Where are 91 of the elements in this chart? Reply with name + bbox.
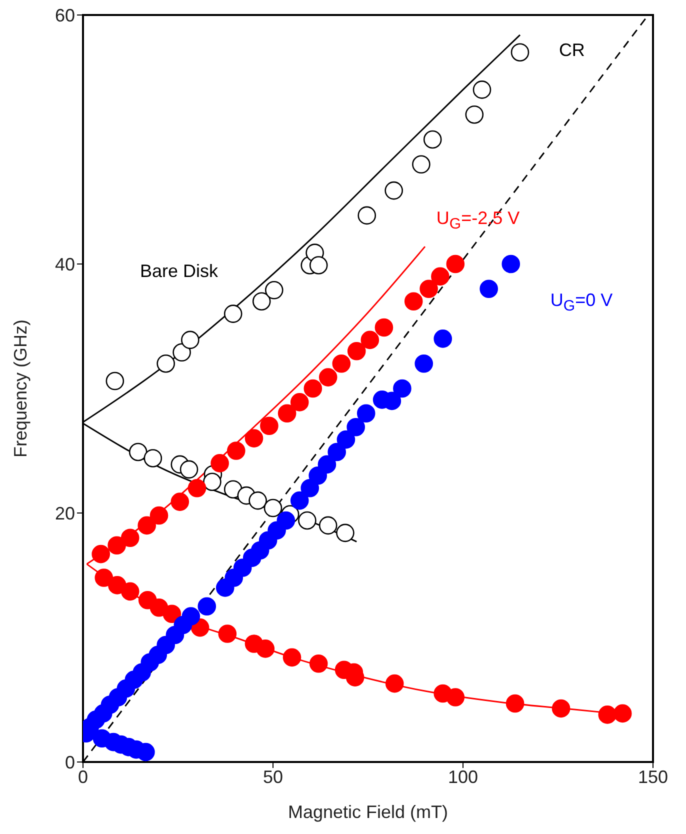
point [120,528,140,548]
x-tick-label: 150 [638,766,668,787]
point [94,568,114,587]
point [120,582,140,601]
point [128,442,148,462]
point [446,254,465,274]
point [346,418,365,436]
point [434,330,452,348]
point [374,318,394,337]
point [256,640,275,658]
point [181,330,200,350]
point [304,379,322,398]
point [446,688,465,706]
x-tick-label: 50 [262,766,284,787]
point [598,706,617,724]
x-tick-label: 100 [448,766,478,787]
point [224,480,242,498]
point [264,280,284,300]
point [172,343,191,362]
x-axis-title: Magnetic Field (mT) [288,802,448,822]
point [203,472,222,492]
point [170,492,190,511]
point [552,699,570,718]
point [290,393,309,412]
point [144,449,162,468]
point [412,155,430,174]
point [136,742,155,762]
point [613,704,632,723]
x-tick-label: 0 [78,766,88,787]
point [264,498,282,518]
point [226,442,246,460]
point [336,524,354,542]
point [356,404,376,423]
point [218,624,237,643]
point [347,342,366,360]
point [393,379,412,398]
y-axis-title: Frequency (GHz) [10,319,30,458]
point [210,454,229,472]
point [252,292,271,310]
point [420,280,438,298]
text: U$_{G}$=0 V [550,290,613,315]
point [260,416,278,435]
point [244,429,264,448]
point [431,267,450,286]
point [224,304,242,323]
point [309,256,328,274]
point [278,404,296,423]
series-label: Bare Disk [140,260,218,280]
point [182,607,200,626]
point [465,105,484,124]
point [360,330,380,350]
point [138,516,156,535]
point [108,536,126,555]
point [332,354,351,373]
y-tick-label: 0 [64,752,75,772]
point [106,372,124,390]
point [336,430,356,449]
point [506,694,524,713]
y-tick-label: 60 [54,5,75,26]
point [358,206,376,225]
point [480,280,498,298]
point [510,43,530,62]
point [472,80,492,99]
point [198,597,216,616]
point [328,442,346,462]
point [290,491,309,510]
point [150,506,168,525]
point [404,292,423,310]
point [276,511,296,530]
point [156,354,175,373]
point [414,354,434,373]
y-tick-label: 20 [54,503,75,524]
point [248,491,267,510]
point [92,544,110,564]
point [309,654,328,673]
point [300,478,320,498]
series-label: U$_{G}$=-2.5 V [436,208,520,233]
y-tick-label: 40 [54,254,75,274]
point [384,181,403,200]
point [188,478,206,498]
point [282,648,302,667]
point [502,254,520,274]
point [318,516,338,535]
point [298,511,316,530]
point [423,130,442,149]
point [318,455,336,474]
point [318,368,338,386]
series-label: CR [558,40,585,60]
point [385,674,404,693]
point [180,460,198,479]
point [162,604,182,623]
